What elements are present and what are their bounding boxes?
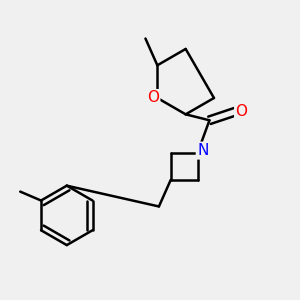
Text: O: O (147, 91, 159, 106)
Text: O: O (236, 104, 247, 119)
Text: N: N (197, 143, 208, 158)
